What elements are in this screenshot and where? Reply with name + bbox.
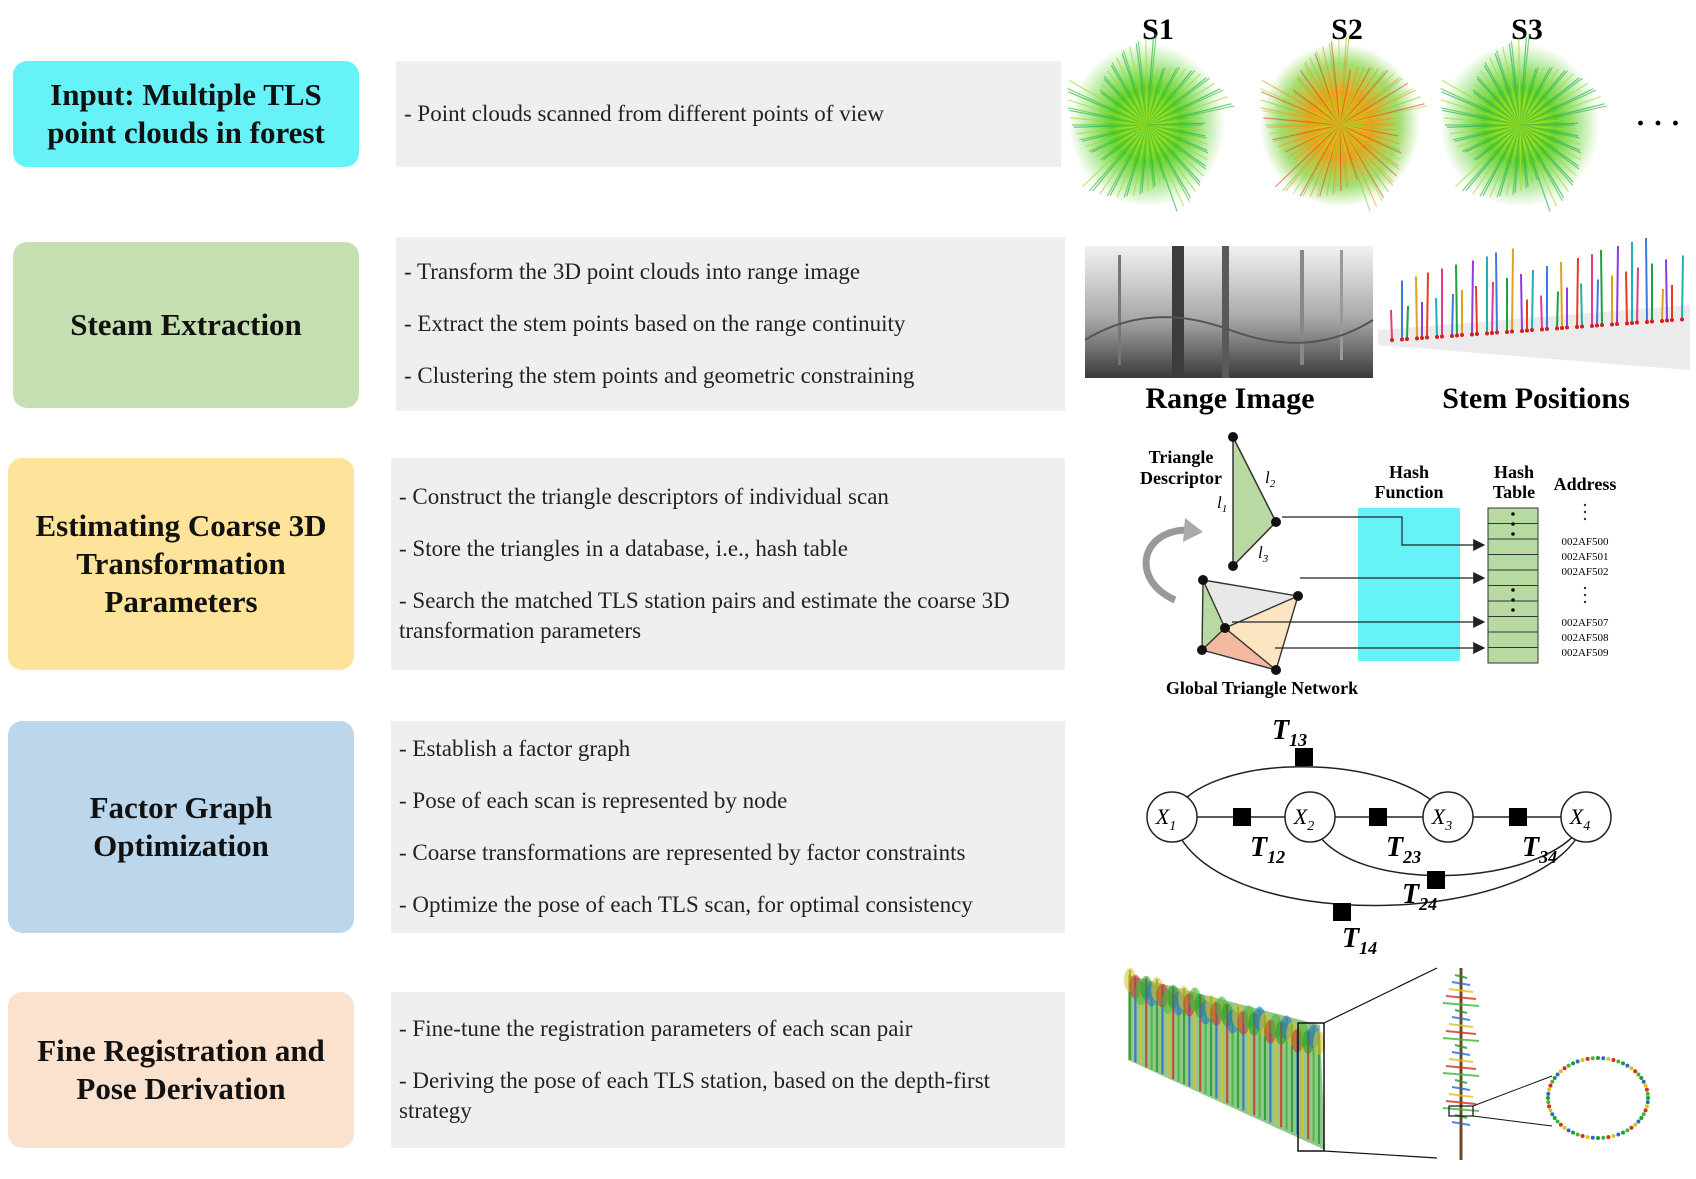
side-label-l1: l1 — [1217, 493, 1227, 515]
factor-label: T14 — [1342, 923, 1377, 958]
stage-factor-graph-text: Factor Graph Optimization — [89, 790, 273, 863]
arrow-triangle-to-table — [1282, 516, 1486, 551]
stage-fine-registration-text: Fine Registration and Pose Derivation — [37, 1033, 325, 1106]
factor-t14 — [1333, 903, 1351, 921]
stage-factor-graph-label: Factor Graph Optimization — [8, 721, 354, 933]
description-line: - Extract the stem points based on the r… — [404, 311, 906, 336]
curved-arrow-icon — [1142, 526, 1189, 604]
hash-table-figure: Triangle Descriptor l1 l2 l3 Hash Function… — [1140, 432, 1616, 698]
description-line: - Pose of each scan is represented by no… — [399, 788, 788, 813]
point-cloud-s3 — [1440, 34, 1608, 212]
factor-t23 — [1369, 808, 1387, 826]
description-line: - Optimize the pose of each TLS scan, fo… — [399, 892, 973, 917]
zoom-box-forest — [1297, 1022, 1325, 1152]
hash-table-label: Hash Table — [1493, 462, 1535, 502]
address-entry: 002AF507 — [1561, 617, 1609, 629]
global-triangle-network-label: Global Triangle Network — [1166, 678, 1358, 698]
node-x1 — [1146, 791, 1198, 843]
scan-label-s2: S2 — [1331, 13, 1363, 46]
description-line: - Coarse transformations are represented… — [399, 840, 966, 865]
factor-t34 — [1509, 808, 1527, 826]
scan-label-s1: S1 — [1142, 13, 1174, 46]
description-line: - Point clouds scanned from different po… — [404, 101, 884, 126]
triangle-descriptor — [1232, 436, 1277, 568]
description-line: - Establish a factor graph — [399, 736, 631, 761]
description-line: - Transform the 3D point clouds into ran… — [404, 259, 861, 284]
hash-table — [1487, 507, 1539, 664]
stage-stem-extraction-label: Steam Extraction — [13, 242, 359, 408]
description-line: - Search the matched TLS station pairs a… — [399, 588, 1010, 643]
node-x4 — [1560, 791, 1612, 843]
point-cloud-s1 — [1067, 34, 1235, 212]
global-triangle-network — [1197, 575, 1303, 675]
address-entry: 002AF509 — [1561, 647, 1609, 659]
stage-coarse-transform-text: Estimating Coarse 3D Transformation Para… — [35, 508, 327, 619]
factor-label: T23 — [1386, 832, 1421, 867]
description-line: - Deriving the pose of each TLS station,… — [399, 1068, 991, 1123]
node-x2 — [1284, 791, 1336, 843]
factor-label: T13 — [1272, 715, 1307, 750]
hash-function-box — [1358, 508, 1460, 661]
node-x3 — [1422, 791, 1474, 843]
factor-t12 — [1233, 808, 1251, 826]
stage-stem-extraction-description: - Transform the 3D point clouds into ran… — [396, 237, 1065, 411]
description-line: - Construct the triangle descriptors of … — [399, 484, 889, 509]
factor-t24 — [1427, 871, 1445, 889]
range-image-caption: Range Image — [1145, 382, 1314, 415]
description-line: - Fine-tune the registration parameters … — [399, 1016, 913, 1041]
stage-fine-registration-description: - Fine-tune the registration parameters … — [391, 992, 1065, 1148]
stage-coarse-transform-description: - Construct the triangle descriptors of … — [391, 458, 1065, 670]
description-line: - Clustering the stem points and geometr… — [404, 363, 915, 388]
fine-registration-figure — [1124, 967, 1650, 1160]
stage-input-description: - Point clouds scanned from different po… — [396, 61, 1061, 167]
stage-input-text: Input: Multiple TLS point clouds in fore… — [47, 77, 325, 150]
address-entry: 002AF501 — [1561, 551, 1608, 563]
stage-coarse-transform-label: Estimating Coarse 3D Transformation Para… — [8, 458, 354, 670]
stage-stem-extraction-text: Steam Extraction — [70, 307, 302, 342]
hash-function-label: Hash Function — [1374, 462, 1443, 502]
address-label: Address — [1554, 474, 1617, 494]
stem-positions-plot — [1378, 237, 1690, 370]
stem-positions-caption: Stem Positions — [1442, 382, 1630, 415]
triangle-descriptor-label: Triangle Descriptor — [1140, 447, 1222, 488]
range-image — [1084, 246, 1374, 378]
stage-fine-registration-label: Fine Registration and Pose Derivation — [8, 992, 354, 1148]
stage-input-label: Input: Multiple TLS point clouds in fore… — [13, 61, 359, 167]
factor-label: T24 — [1402, 879, 1437, 914]
stage-factor-graph-description: - Establish a factor graph - Pose of eac… — [391, 721, 1065, 933]
zoom-box-stem — [1448, 1105, 1474, 1117]
side-label-l3: l3 — [1258, 543, 1269, 565]
scan-label-s3: S3 — [1511, 13, 1543, 46]
description-line: - Store the triangles in a database, i.e… — [399, 536, 848, 561]
address-entry: 002AF500 — [1561, 536, 1609, 548]
point-cloud-s2 — [1260, 34, 1428, 212]
factor-label: T34 — [1522, 832, 1557, 867]
factor-label: T12 — [1250, 832, 1285, 867]
address-entry: 002AF508 — [1561, 632, 1609, 644]
more-scans-ellipsis: · · · — [1635, 107, 1680, 140]
factor-t13 — [1295, 748, 1313, 766]
address-entry: 002AF502 — [1561, 566, 1608, 578]
side-label-l2: l2 — [1265, 468, 1276, 490]
